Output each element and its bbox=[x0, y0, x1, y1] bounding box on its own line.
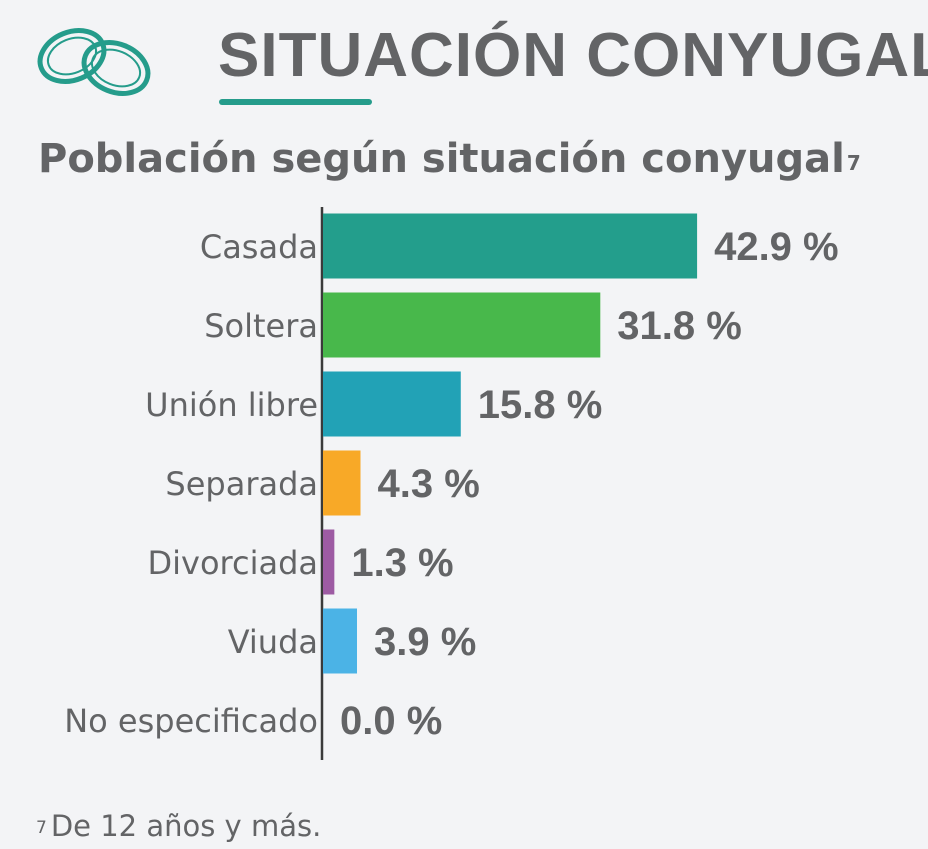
value-label: 31.8 % bbox=[617, 304, 742, 348]
page-title: SITUACIÓN CONYUGAL bbox=[218, 21, 928, 90]
chart-title-footnote-marker: 7 bbox=[846, 151, 861, 175]
footnote: 7 De 12 años y más. bbox=[36, 806, 321, 846]
chart-title-text: Población según situación conyugal bbox=[38, 136, 845, 182]
footnote-text: De 12 años y más. bbox=[50, 809, 322, 843]
category-label: Divorciada bbox=[147, 544, 318, 582]
title-underline bbox=[219, 99, 372, 105]
value-label: 3.9 % bbox=[374, 620, 476, 664]
value-label: 4.3 % bbox=[377, 462, 479, 506]
value-label: 42.9 % bbox=[714, 225, 839, 269]
bar bbox=[323, 608, 358, 674]
value-label: 15.8 % bbox=[478, 383, 603, 427]
category-label: No especificado bbox=[64, 702, 318, 740]
wedding-rings-icon bbox=[37, 28, 151, 96]
category-label: Soltera bbox=[204, 307, 318, 345]
footnote-marker: 7 bbox=[36, 818, 47, 838]
category-label: Viuda bbox=[228, 623, 318, 661]
value-label: 0.0 % bbox=[340, 699, 442, 743]
bar-chart: Casada 42.9 % Soltera 31.8 % Unión libre 15.8… bbox=[64, 207, 839, 760]
category-label: Unión libre bbox=[145, 386, 318, 424]
value-label: 1.3 % bbox=[351, 541, 453, 585]
bar bbox=[323, 371, 461, 437]
bar bbox=[323, 292, 601, 358]
category-label: Casada bbox=[200, 228, 318, 266]
bar bbox=[323, 213, 698, 279]
category-label: Separada bbox=[165, 465, 318, 503]
bar bbox=[323, 450, 361, 516]
chart-title: Población según situación conyugal 7 bbox=[38, 132, 861, 186]
bar bbox=[323, 529, 335, 595]
